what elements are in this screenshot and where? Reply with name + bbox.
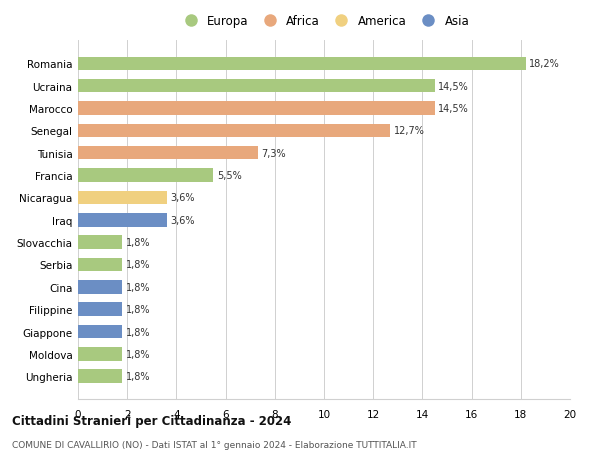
Text: 18,2%: 18,2% [529, 59, 560, 69]
Text: 3,6%: 3,6% [170, 215, 195, 225]
Text: 1,8%: 1,8% [126, 349, 151, 359]
Text: 14,5%: 14,5% [439, 82, 469, 91]
Text: 1,8%: 1,8% [126, 260, 151, 270]
Bar [78, 102, 435, 116]
Text: 1,8%: 1,8% [126, 304, 151, 314]
Bar [78, 236, 122, 249]
Bar [78, 124, 391, 138]
Text: 7,3%: 7,3% [261, 148, 286, 158]
Bar [78, 57, 526, 71]
Text: Cittadini Stranieri per Cittadinanza - 2024: Cittadini Stranieri per Cittadinanza - 2… [12, 414, 292, 428]
Bar [78, 191, 167, 205]
Text: 1,8%: 1,8% [126, 327, 151, 337]
Bar [78, 169, 214, 182]
Text: 12,7%: 12,7% [394, 126, 425, 136]
Bar [78, 258, 122, 272]
Bar [78, 80, 435, 93]
Text: COMUNE DI CAVALLIRIO (NO) - Dati ISTAT al 1° gennaio 2024 - Elaborazione TUTTITA: COMUNE DI CAVALLIRIO (NO) - Dati ISTAT a… [12, 441, 416, 449]
Legend: Europa, Africa, America, Asia: Europa, Africa, America, Asia [175, 11, 473, 31]
Text: 14,5%: 14,5% [439, 104, 469, 114]
Text: 1,8%: 1,8% [126, 282, 151, 292]
Text: 5,5%: 5,5% [217, 171, 242, 181]
Bar [78, 213, 167, 227]
Bar [78, 369, 122, 383]
Text: 3,6%: 3,6% [170, 193, 195, 203]
Bar [78, 147, 257, 160]
Text: 1,8%: 1,8% [126, 371, 151, 381]
Bar [78, 325, 122, 338]
Bar [78, 280, 122, 294]
Text: 1,8%: 1,8% [126, 238, 151, 247]
Bar [78, 347, 122, 361]
Bar [78, 303, 122, 316]
